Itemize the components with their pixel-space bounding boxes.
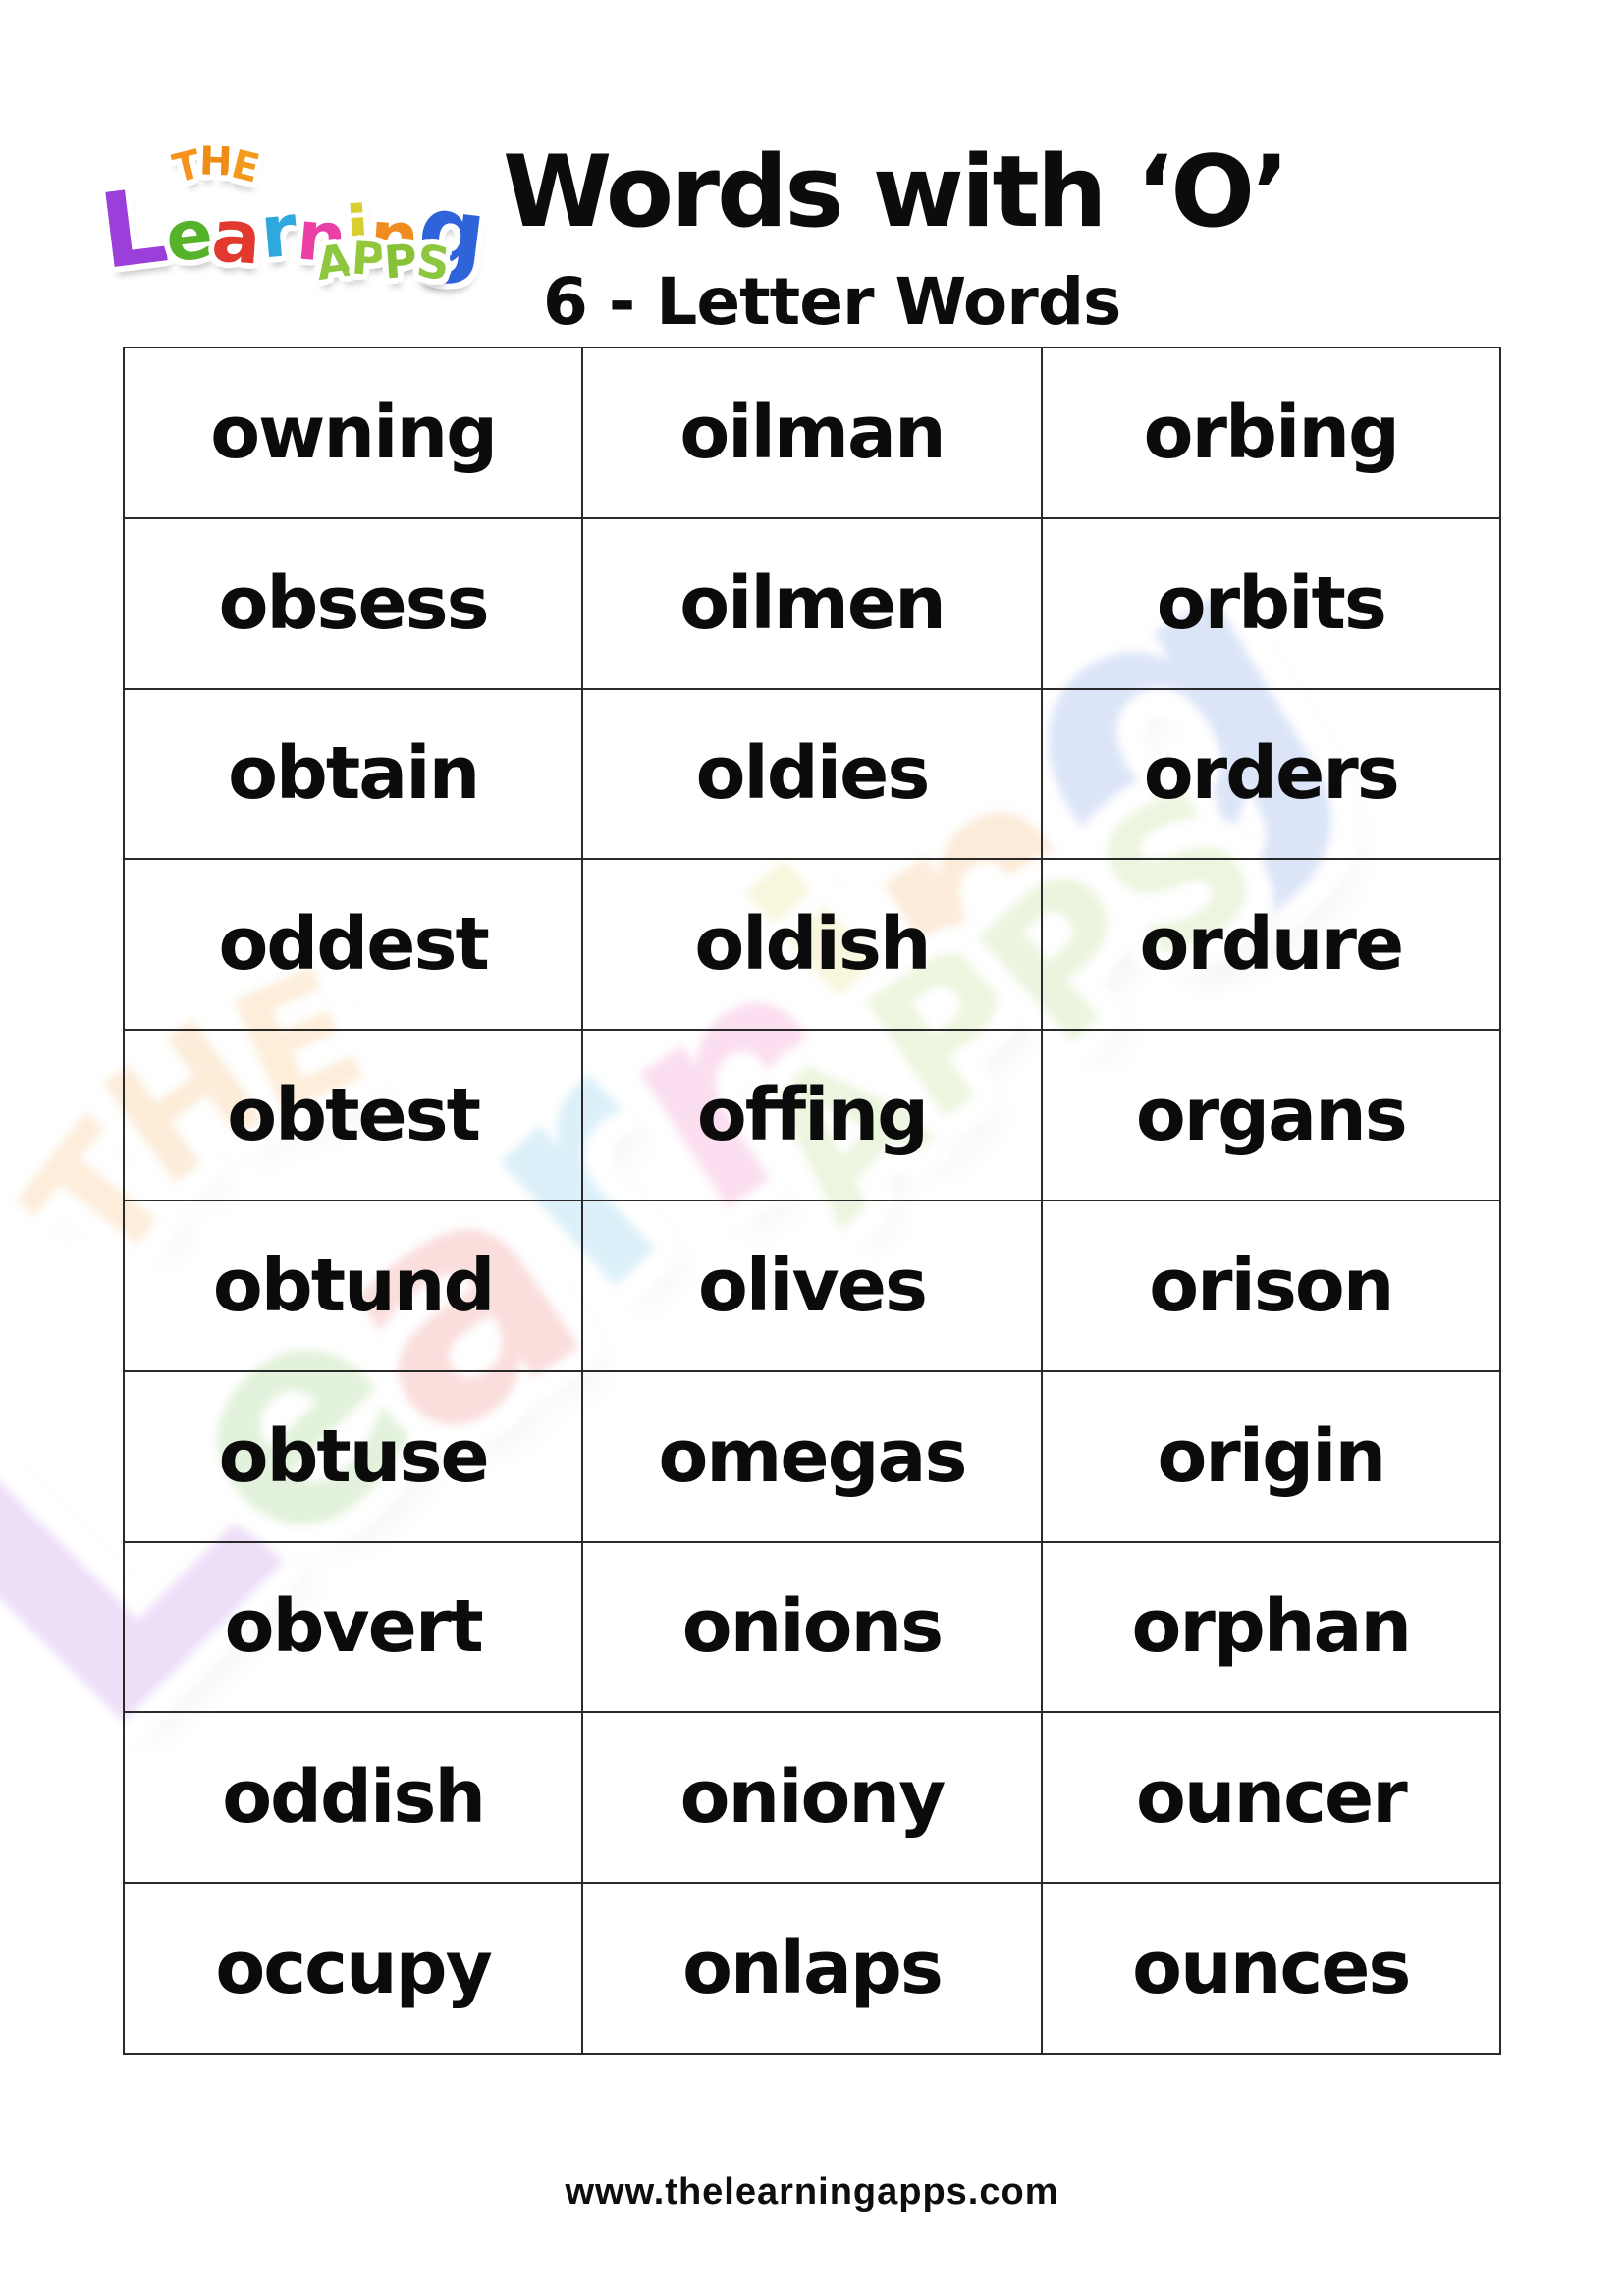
page-subtitle: 6 - Letter Words bbox=[543, 264, 1121, 340]
word-cell: obtund bbox=[122, 1199, 584, 1372]
logo-letter: P bbox=[349, 231, 387, 287]
word-cell: oilman bbox=[581, 347, 1043, 519]
word-cell: olives bbox=[581, 1199, 1043, 1372]
word-cell: owning bbox=[122, 347, 584, 519]
word-cell: obtain bbox=[122, 687, 584, 861]
footer-url: www.thelearningapps.com bbox=[565, 2171, 1059, 2213]
word-cell: obsess bbox=[122, 516, 584, 690]
word-cell: ouncer bbox=[1040, 1711, 1502, 1885]
word-cell: oldies bbox=[581, 687, 1043, 861]
word-cell: occupy bbox=[122, 1882, 584, 2055]
word-cell: oddest bbox=[122, 858, 584, 1032]
word-cell: ordure bbox=[1040, 858, 1502, 1032]
word-cell: onions bbox=[581, 1540, 1043, 1714]
word-cell: oilmen bbox=[581, 516, 1043, 690]
table-row: owning oilman orbing bbox=[122, 347, 1502, 519]
footer: www.thelearningapps.com bbox=[0, 2171, 1624, 2214]
word-cell: ounces bbox=[1040, 1882, 1502, 2055]
word-cell: organs bbox=[1040, 1029, 1502, 1201]
page-title: Words with ‘O’ bbox=[503, 133, 1289, 249]
word-cell: onlaps bbox=[581, 1882, 1043, 2055]
table-row: obtund olives orison bbox=[122, 1199, 1502, 1372]
word-cell: orders bbox=[1040, 687, 1502, 861]
word-cell: oldish bbox=[581, 858, 1043, 1032]
table-row: obsess oilmen orbits bbox=[122, 516, 1502, 690]
word-cell: obtest bbox=[122, 1029, 584, 1201]
word-cell: offing bbox=[581, 1029, 1043, 1201]
table-row: oddish oniony ouncer bbox=[122, 1711, 1502, 1885]
word-cell: orbits bbox=[1040, 516, 1502, 690]
logo-letter: L bbox=[93, 165, 174, 293]
word-cell: orbing bbox=[1040, 347, 1502, 519]
word-cell: obvert bbox=[122, 1540, 584, 1714]
words-table-body: owning oilman orbing obsess oilmen orbits obta… bbox=[122, 347, 1502, 2055]
word-cell: oddish bbox=[122, 1711, 584, 1885]
word-cell: origin bbox=[1040, 1369, 1502, 1543]
table-row: occupy onlaps ounces bbox=[122, 1882, 1502, 2055]
word-cell: obtuse bbox=[122, 1369, 584, 1543]
words-table: owning oilman orbing obsess oilmen orbits obta… bbox=[122, 347, 1502, 2055]
word-cell: oniony bbox=[581, 1711, 1043, 1885]
table-row: oddest oldish ordure bbox=[122, 858, 1502, 1032]
table-row: obtuse omegas origin bbox=[122, 1369, 1502, 1543]
logo-letter: S bbox=[413, 234, 454, 292]
word-cell: omegas bbox=[581, 1369, 1043, 1543]
table-row: obtain oldies orders bbox=[122, 687, 1502, 861]
logo-letter: a bbox=[209, 193, 265, 282]
word-cell: orphan bbox=[1040, 1540, 1502, 1714]
word-cell: orison bbox=[1040, 1199, 1502, 1372]
table-row: obtest offing organs bbox=[122, 1029, 1502, 1201]
table-row: obvert onions orphan bbox=[122, 1540, 1502, 1714]
